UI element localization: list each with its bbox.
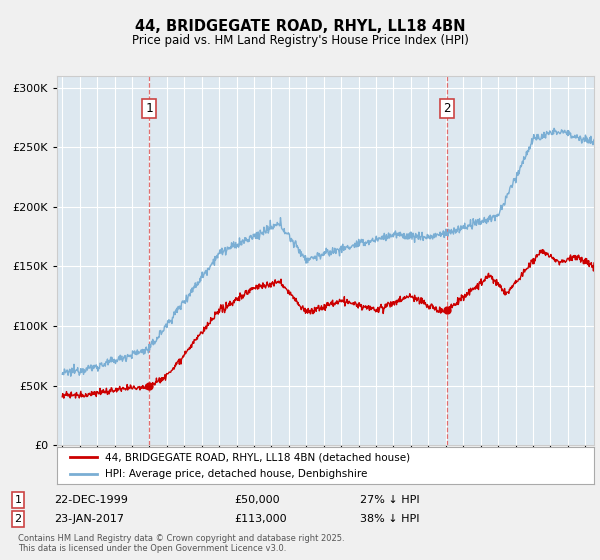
Text: 38% ↓ HPI: 38% ↓ HPI — [360, 514, 419, 524]
Text: 2: 2 — [443, 102, 451, 115]
Text: HPI: Average price, detached house, Denbighshire: HPI: Average price, detached house, Denb… — [106, 469, 368, 479]
Text: Contains HM Land Registry data © Crown copyright and database right 2025.
This d: Contains HM Land Registry data © Crown c… — [18, 534, 344, 553]
Text: 23-JAN-2017: 23-JAN-2017 — [54, 514, 124, 524]
Text: £113,000: £113,000 — [234, 514, 287, 524]
Text: 2: 2 — [14, 514, 22, 524]
Text: £50,000: £50,000 — [234, 495, 280, 505]
Text: 44, BRIDGEGATE ROAD, RHYL, LL18 4BN (detached house): 44, BRIDGEGATE ROAD, RHYL, LL18 4BN (det… — [106, 452, 410, 463]
Text: 22-DEC-1999: 22-DEC-1999 — [54, 495, 128, 505]
Text: 1: 1 — [14, 495, 22, 505]
Text: 44, BRIDGEGATE ROAD, RHYL, LL18 4BN: 44, BRIDGEGATE ROAD, RHYL, LL18 4BN — [135, 20, 465, 34]
Text: 27% ↓ HPI: 27% ↓ HPI — [360, 495, 419, 505]
Text: 1: 1 — [145, 102, 152, 115]
Text: Price paid vs. HM Land Registry's House Price Index (HPI): Price paid vs. HM Land Registry's House … — [131, 34, 469, 47]
